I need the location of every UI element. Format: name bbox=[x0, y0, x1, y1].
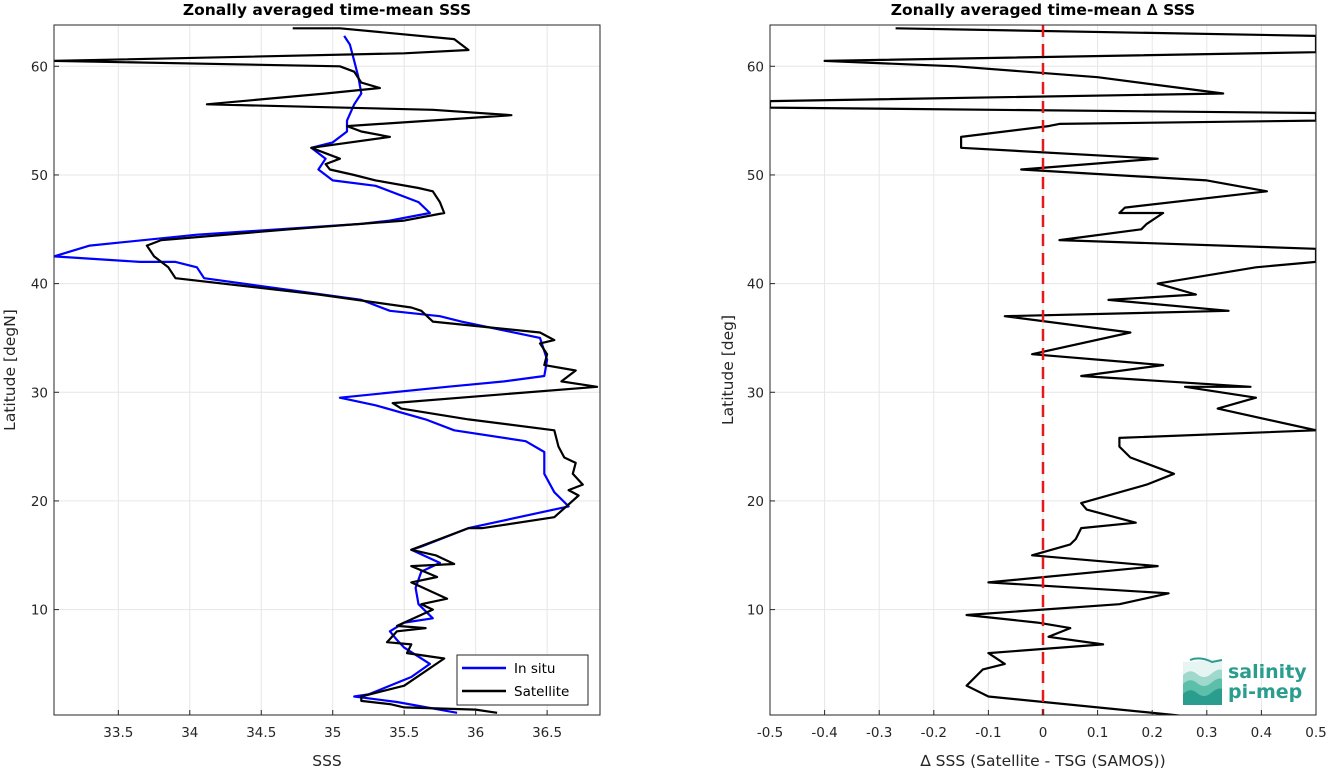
x-tick-label: 0.2 bbox=[1141, 725, 1162, 741]
x-tick-label: 34.5 bbox=[246, 725, 276, 741]
delta-sss-chart-ylabel: Latitude [deg] bbox=[719, 315, 737, 425]
y-tick-label: 30 bbox=[747, 385, 764, 401]
x-tick-label: 0.5 bbox=[1305, 725, 1326, 741]
x-tick-label: 0.3 bbox=[1196, 725, 1217, 741]
y-tick-label: 60 bbox=[31, 59, 48, 75]
delta-sss-chart: -0.5 -0.4 -0.3 -0.2 -0.1 0 0.1 0.2 0.3 0.4 0.5 10 20… bbox=[719, 1, 1327, 769]
delta-sss-chart-title: Zonally averaged time-mean ∆ SSS bbox=[891, 1, 1195, 19]
delta-sss-chart-ticks: -0.5 -0.4 -0.3 -0.2 -0.1 0 0.1 0.2 0.3 0.4 0.5 10 20… bbox=[747, 59, 1327, 741]
sss-chart-ticks: 33.5 34 34.5 35 35.5 36 36.5 10 20 30 40 50 60 bbox=[31, 59, 562, 741]
sss-chart-ylabel: Latitude [degN] bbox=[1, 309, 19, 431]
wave-logo-icon bbox=[1183, 657, 1223, 705]
x-tick-label: -0.1 bbox=[975, 725, 1001, 741]
y-tick-label: 20 bbox=[747, 494, 764, 510]
delta-sss-series-line-delta bbox=[770, 27, 1316, 715]
x-tick-label: 36.5 bbox=[532, 725, 562, 741]
x-tick-label: 35.5 bbox=[389, 725, 419, 741]
x-tick-label: -0.4 bbox=[811, 725, 837, 741]
x-tick-label: 0.4 bbox=[1251, 725, 1272, 741]
sss-chart-title: Zonally averaged time-mean SSS bbox=[183, 1, 471, 19]
y-tick-label: 50 bbox=[31, 168, 48, 184]
sss-series-line-satellite bbox=[54, 27, 599, 714]
delta-sss-chart-series bbox=[770, 25, 1316, 715]
legend: In situ Satellite bbox=[456, 654, 589, 706]
sss-chart: 33.5 34 34.5 35 35.5 36 36.5 10 20 30 40 50 60 Zonal… bbox=[1, 1, 601, 769]
y-tick-label: 60 bbox=[747, 59, 764, 75]
delta-sss-chart-xlabel: ∆ SSS (Satellite - TSG (SAMOS)) bbox=[919, 752, 1165, 769]
legend-label-satellite: Satellite bbox=[514, 684, 569, 700]
sss-chart-xlabel: SSS bbox=[312, 752, 342, 769]
y-tick-label: 50 bbox=[747, 168, 764, 184]
x-tick-label: -0.2 bbox=[921, 725, 947, 741]
y-tick-label: 10 bbox=[31, 603, 48, 619]
sss-series-line-in-situ bbox=[54, 35, 570, 714]
x-tick-label: 0.1 bbox=[1087, 725, 1108, 741]
sss-chart-series bbox=[54, 27, 599, 714]
x-tick-label: 36 bbox=[467, 725, 484, 741]
x-tick-label: 0 bbox=[1039, 725, 1048, 741]
x-tick-label: -0.3 bbox=[866, 725, 892, 741]
y-tick-label: 40 bbox=[747, 277, 764, 293]
sss-chart-frame bbox=[53, 24, 601, 716]
y-tick-label: 40 bbox=[31, 277, 48, 293]
x-tick-label: 35 bbox=[324, 725, 341, 741]
legend-box bbox=[456, 654, 589, 706]
y-tick-label: 20 bbox=[31, 494, 48, 510]
logo-text-pi-mep: pi-mep bbox=[1228, 681, 1302, 703]
x-tick-label: 33.5 bbox=[103, 725, 133, 741]
legend-label-in-situ: In situ bbox=[514, 661, 555, 677]
x-tick-label: 34 bbox=[181, 725, 198, 741]
logo-text-salinity: salinity bbox=[1228, 661, 1307, 683]
x-tick-label: -0.5 bbox=[757, 725, 783, 741]
y-tick-label: 10 bbox=[747, 603, 764, 619]
salinity-pi-mep-logo: salinity pi-mep bbox=[1183, 657, 1307, 705]
y-tick-label: 30 bbox=[31, 385, 48, 401]
